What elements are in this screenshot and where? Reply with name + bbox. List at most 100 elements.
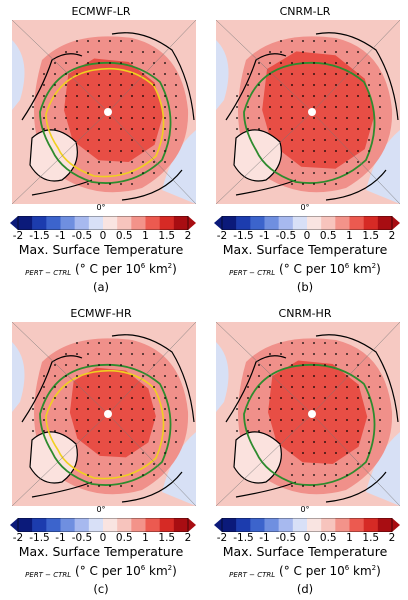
colorbar-tick-label: 0 [99,532,107,544]
colorbar-segment [32,216,47,230]
colorbar-segment [321,518,336,532]
colorbar-tick-label: -2 [12,230,24,242]
map-panel: ECMWF-HR 0° -2 -1.5 -1 -0.5 0 0.5 1 1.5 2 Max. Surf… [6,308,196,598]
colorbar-segment [88,518,104,532]
sea-ice-edge-contour [39,363,172,486]
colorbar-segment [292,216,308,230]
meridian-line [311,322,400,415]
meridian-line [216,111,313,204]
variable-label: Max. Surface Temperature [222,544,388,559]
units-part: km [145,262,168,276]
colorbar-tick-label: 2 [388,532,396,544]
north-pole-marker [308,410,316,418]
units-part: PERT − CTRL [229,269,276,277]
colorbar-segment [236,518,251,532]
colorbar-tick-label: 1 [346,532,353,544]
polar-map [216,20,400,204]
colorbar-segment [264,518,279,532]
colorbar-tick-label: -2 [12,532,24,544]
meridian-line [216,322,313,415]
colorbar-segment [131,518,146,532]
colorbar-tick-label: -1.5 [233,230,254,242]
colorbar-segment [60,216,75,230]
meridian-line [216,20,313,113]
units-part: 2 [167,564,173,572]
coastline [21,334,195,503]
colorbar-segment [278,518,294,532]
units-part: ° C per 10 [283,564,345,578]
colorbar-tick-label: -2 [216,230,228,242]
units-part: ° C per 10 [79,564,141,578]
colorbar-segment [222,216,237,230]
cool-anomaly-patch [12,40,25,110]
colorbar-segment [145,518,160,532]
sea-ice-edge-contour-alt [45,67,165,178]
polar-map [12,20,196,204]
meridian-line [311,111,400,204]
meridian-line [107,20,196,113]
sea-ice-edge-contour-alt [45,369,165,480]
colorbar-segment [74,518,90,532]
units-part: 6 [140,262,146,270]
colorbar-segment [159,518,175,532]
units-part: ( [279,262,284,276]
colorbar-segment [46,518,61,532]
units-part: 6 [140,564,146,572]
colorbar [10,517,196,539]
meridian-line [12,322,109,415]
map-canvas [12,20,196,204]
meridian-label: 0° [96,203,106,212]
north-pole-marker [104,108,112,116]
colorbar-segment [88,216,104,230]
colorbar-low-extension [214,216,222,230]
colorbar-tick-label: -0.5 [275,532,297,544]
panel-title: ECMWF-HR [70,307,132,320]
cool-anomaly-patch [216,40,229,110]
cool-anomaly-patch [216,342,229,412]
variable-label: Max. Surface Temperature [18,544,184,559]
units-part: 6 [344,262,350,270]
colorbar-segment [46,216,61,230]
meridian-line [216,413,313,506]
colorbar-segment [278,216,294,230]
colorbar-tick-label: 0.5 [115,532,133,544]
colorbar-segment [18,216,33,230]
units-part: PERT − CTRL [25,571,72,579]
colorbar-tick-label: 0.5 [319,230,337,242]
colorbar [214,215,400,237]
colorbar-tick-label: -1 [259,532,270,544]
colorbar-segment [377,216,393,230]
colorbar-tick-label: -0.5 [71,532,93,544]
colorbar-segment [321,216,336,230]
cool-anomaly-patch [162,130,196,204]
units-part: 6 [344,564,350,572]
variable-label: Max. Surface Temperature [222,242,388,257]
colorbar-segment [145,216,160,230]
coastline [21,32,195,201]
colorbar-segment [222,518,237,532]
units-part: ) [172,262,177,276]
map-panel: CNRM-HR 0° -2 -1.5 -1 -0.5 0 0.5 1 1.5 2 Max. Surfa… [210,308,400,598]
meridian-label: 0° [300,203,310,212]
colorbar-tick-label: -1.5 [233,532,254,544]
colorbar-tick-label: 2 [184,532,192,544]
units-part: PERT − CTRL [25,269,72,277]
colorbar-high-extension [392,518,400,532]
colorbar-tick-label: -1 [259,230,270,242]
colorbar-tick-label: 2 [184,230,192,242]
significance-stippling [32,40,177,185]
colorbar-tick-label: 0 [303,230,311,242]
colorbar-tick-label: 0 [303,532,311,544]
colorbar-segment [292,518,308,532]
units-part: ° C per 10 [283,262,345,276]
colorbar-segment [264,216,279,230]
colorbar-segment [103,216,118,230]
north-pole-marker [104,410,112,418]
meridian-line [12,413,109,506]
colorbar-segment [363,216,379,230]
sea-ice-edge-contour [243,61,376,184]
units-part: PERT − CTRL [229,571,276,579]
colorbar-segment [250,216,265,230]
units-part: km [145,564,168,578]
colorbar-tick-label: 1.5 [158,532,176,544]
